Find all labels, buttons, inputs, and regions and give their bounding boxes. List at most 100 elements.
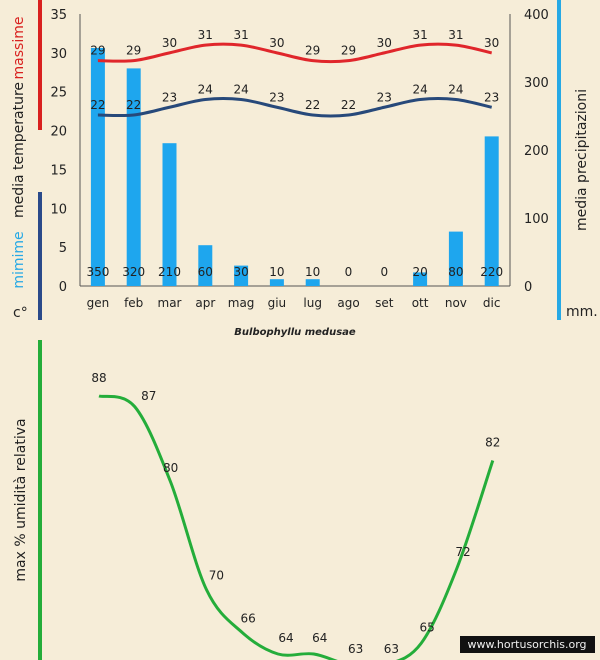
x-tick-label: set — [375, 296, 394, 310]
left-tick-label: 5 — [59, 241, 67, 256]
humidity-label: 64 — [312, 631, 327, 645]
mimime-label: 24 — [448, 82, 463, 96]
precipitation-label: 320 — [122, 265, 145, 279]
left-tick-label: 15 — [50, 163, 67, 178]
precipitation-label: 80 — [448, 265, 463, 279]
precipitation-label: 20 — [412, 265, 427, 279]
massime-label: 31 — [233, 28, 248, 42]
precipitation-label: 10 — [269, 265, 284, 279]
mimime-label: 23 — [484, 90, 499, 104]
left-tick-label: 25 — [50, 86, 67, 101]
precipitation-bar-dic — [484, 136, 499, 286]
x-tick-label: mag — [228, 296, 255, 310]
precipitation-label: 220 — [480, 265, 503, 279]
precipitation-label: 350 — [86, 265, 109, 279]
mimime-label: 22 — [305, 98, 320, 112]
x-tick-label: mar — [158, 296, 182, 310]
massime-label: 29 — [90, 44, 105, 58]
right-tick-label: 200 — [524, 144, 549, 159]
massime-label: 30 — [484, 36, 499, 50]
x-tick-labels: gen feb mar apr mag giu lug ago set ott nov dic — [87, 296, 501, 310]
precipitation-bar-ott — [413, 272, 428, 286]
precipitation-label: 10 — [305, 265, 320, 279]
humidity-label: 64 — [278, 631, 293, 645]
x-tick-label: ott — [412, 296, 429, 310]
precipitation-bars — [90, 48, 499, 287]
right-tick-label: 100 — [524, 212, 549, 227]
left-tick-labels: 0 5 10 15 20 25 30 35 — [50, 8, 67, 295]
x-tick-label: ago — [337, 296, 359, 310]
humidity-label: 88 — [91, 371, 106, 385]
ylabel-temperature: media temperature — [11, 82, 27, 218]
massime-label: 31 — [412, 28, 427, 42]
watermark: www.hortusorchis.org — [467, 638, 586, 651]
humidity-label: 70 — [209, 569, 224, 583]
massime-label: 30 — [162, 36, 177, 50]
massime-data-labels: 29 29 30 31 31 30 29 29 30 31 31 30 — [90, 28, 499, 58]
mimime-label: 22 — [90, 98, 105, 112]
massime-label: 29 — [305, 44, 320, 58]
massime-label: 29 — [341, 44, 356, 58]
massime-label: 29 — [126, 44, 141, 58]
x-tick-label: nov — [445, 296, 467, 310]
humidity-label: 63 — [348, 642, 363, 656]
humidity-label: 63 — [384, 642, 399, 656]
humidity-label: 82 — [485, 436, 500, 450]
mimime-label: 23 — [162, 90, 177, 104]
precipitation-label: 210 — [158, 265, 181, 279]
humidity-label: 72 — [455, 545, 470, 559]
precipitation-bar-apr — [198, 245, 213, 286]
precipitation-bar-mag — [234, 265, 249, 286]
mimime-label: 24 — [233, 82, 248, 96]
unit-mm: mm. — [566, 304, 598, 320]
precipitation-data-labels: 350 320 210 60 30 10 10 0 0 20 80 220 — [86, 265, 503, 279]
x-tick-label: feb — [124, 296, 143, 310]
humidity-label: 65 — [420, 620, 435, 634]
mimime-data-labels: 22 22 23 24 24 23 22 22 23 24 24 23 — [90, 82, 499, 112]
left-tick-label: 30 — [50, 47, 67, 62]
left-tick-label: 35 — [50, 8, 67, 23]
mimime-label: 24 — [412, 82, 427, 96]
x-tick-label: dic — [483, 296, 501, 310]
mimime-label: 23 — [377, 90, 392, 104]
massime-label: 31 — [448, 28, 463, 42]
massime-label: 31 — [198, 28, 213, 42]
series-line-mimime — [97, 97, 493, 118]
left-tick-label: 20 — [50, 125, 67, 140]
mimime-label: 23 — [269, 90, 284, 104]
precipitation-label: 0 — [380, 265, 388, 279]
ylabel-mimime: mimime — [11, 231, 27, 288]
series-line-massime — [97, 42, 493, 64]
mimime-label: 24 — [198, 82, 213, 96]
humidity-label: 80 — [163, 461, 178, 475]
humidity-label: 87 — [141, 389, 156, 403]
precipitation-bar-giu — [269, 279, 284, 286]
chart-title: Bulbophyllu medusae — [234, 327, 356, 338]
precipitation-label: 0 — [345, 265, 353, 279]
massime-label: 30 — [377, 36, 392, 50]
precipitation-bar-nov — [448, 231, 463, 286]
ylabel-unit-celsius: c° — [13, 305, 28, 321]
ylabel-umidita: max % umidità relativa — [13, 418, 29, 581]
left-tick-label: 10 — [50, 202, 67, 217]
right-tick-label: 300 — [524, 76, 549, 91]
series-line-umidita — [98, 394, 495, 660]
ylabel-massime: massime — [11, 17, 27, 80]
precipitation-bar-lug — [305, 279, 320, 286]
x-tick-label: giu — [268, 296, 287, 310]
x-tick-label: gen — [87, 296, 110, 310]
x-tick-label: apr — [195, 296, 215, 310]
right-tick-labels: 0 100 200 300 400 — [524, 8, 549, 295]
precipitation-bar-gen — [90, 48, 105, 286]
precipitation-label: 30 — [233, 265, 248, 279]
left-tick-label: 0 — [59, 280, 67, 295]
humidity-label: 66 — [241, 612, 256, 626]
precipitation-label: 60 — [198, 265, 213, 279]
ylabel-precipitazioni: media precipitazioni — [574, 89, 590, 231]
humidity-data-labels: 88 87 80 70 66 64 64 63 63 65 72 82 — [91, 371, 500, 656]
right-tick-label: 400 — [524, 8, 549, 23]
mimime-label: 22 — [341, 98, 356, 112]
watermark-bg — [460, 636, 595, 653]
